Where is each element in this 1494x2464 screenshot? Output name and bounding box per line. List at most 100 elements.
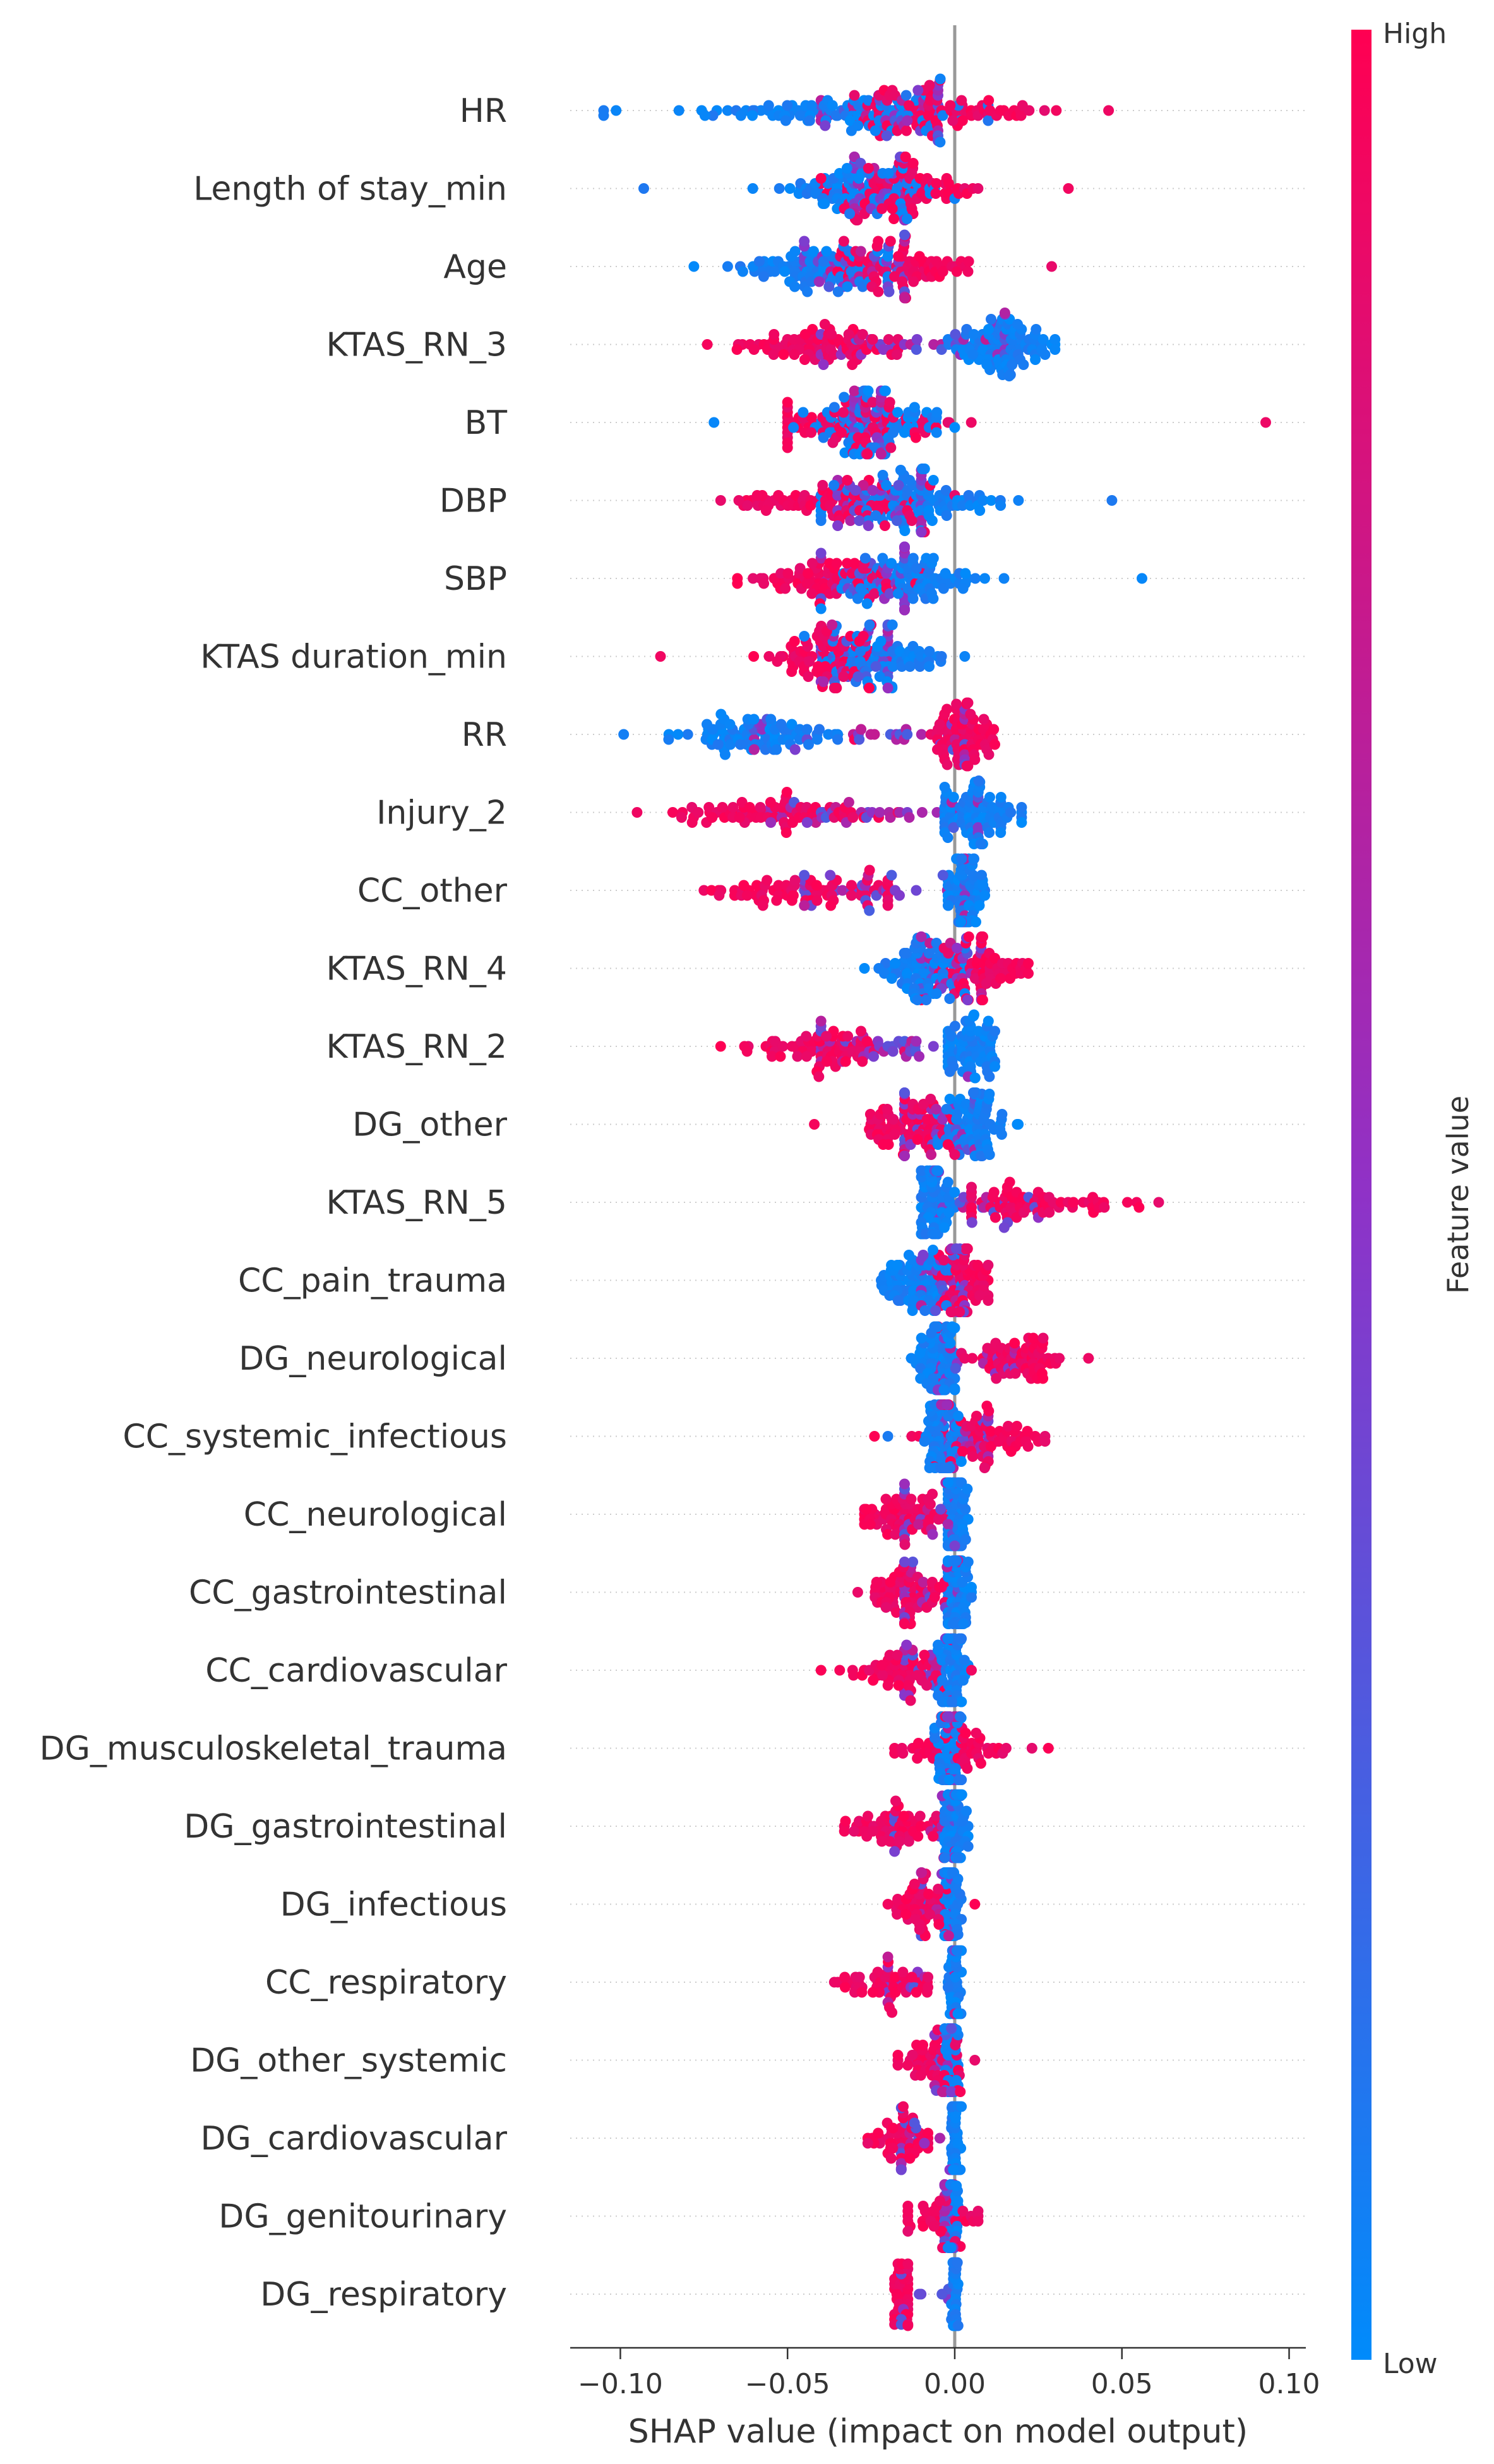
shap-point <box>852 1587 863 1598</box>
shap-point <box>839 392 850 403</box>
feature-label: KTAS_RN_2 <box>326 1028 507 1066</box>
shap-point <box>891 1607 902 1618</box>
feature-label: DG_cardiovascular <box>201 2120 508 2158</box>
shap-point <box>874 671 885 682</box>
shap-point <box>780 827 792 838</box>
shap-point <box>811 734 823 745</box>
shap-point <box>914 1810 926 1822</box>
shap-point <box>1011 1421 1022 1432</box>
shap-point <box>765 817 777 828</box>
feature-label: Length of stay_min <box>193 170 507 208</box>
shap-point <box>868 1051 879 1062</box>
shap-point <box>821 246 832 257</box>
shap-point <box>981 359 993 370</box>
shap-point <box>910 432 921 443</box>
shap-point <box>933 1139 943 1150</box>
shap-point <box>751 880 762 891</box>
shap-point <box>918 1099 929 1109</box>
shap-point <box>887 1046 899 1057</box>
shap-point <box>904 661 916 672</box>
shap-point <box>999 308 1010 318</box>
x-axis-label: SHAP value (impact on model output) <box>628 2413 1248 2451</box>
shap-point <box>882 1529 893 1540</box>
shap-point <box>962 697 974 709</box>
shap-point <box>879 968 890 979</box>
shap-point <box>899 1478 910 1490</box>
x-tick-label: −0.05 <box>745 2368 830 2400</box>
shap-point <box>849 90 860 101</box>
shap-point <box>1039 105 1050 116</box>
shap-point <box>719 749 731 760</box>
shap-point <box>839 1971 851 1983</box>
shap-point <box>885 442 897 453</box>
shap-point <box>852 215 863 225</box>
shap-point <box>834 1665 846 1676</box>
shap-point <box>904 812 915 823</box>
shap-point <box>890 1529 901 1540</box>
shap-point <box>760 505 772 516</box>
shap-point <box>827 619 838 630</box>
shap-point <box>826 329 837 340</box>
shap-point <box>871 1577 882 1588</box>
shap-point <box>928 2206 939 2216</box>
shap-point <box>837 885 848 896</box>
shap-point <box>827 437 839 448</box>
shap-point <box>807 324 818 335</box>
shap-point <box>655 651 666 662</box>
shap-point <box>724 719 736 730</box>
shap-point <box>902 2201 914 2211</box>
shap-point <box>886 973 897 984</box>
shap-point <box>767 1051 777 1062</box>
shap-point <box>864 905 875 916</box>
shap-point <box>974 505 986 516</box>
shap-point <box>715 495 726 506</box>
shap-point <box>845 515 856 526</box>
shap-point <box>744 802 755 813</box>
shap-point <box>899 948 910 959</box>
shap-point <box>950 1363 961 1374</box>
shap-point <box>806 100 817 111</box>
shap-point <box>799 354 810 365</box>
shap-point <box>777 1041 789 1052</box>
shap-point <box>876 1660 888 1671</box>
shap-point <box>934 719 945 730</box>
shap-point <box>924 80 935 91</box>
shap-point <box>889 271 900 282</box>
shap-point <box>960 1728 971 1738</box>
shap-point <box>840 1056 851 1067</box>
shap-point <box>778 349 789 360</box>
shap-point <box>948 2164 959 2175</box>
shap-point <box>780 583 791 594</box>
shap-point <box>943 900 954 911</box>
shap-point <box>873 2127 884 2139</box>
shap-point <box>769 266 780 277</box>
shap-point <box>882 900 893 911</box>
shap-point <box>938 1255 950 1265</box>
shap-point <box>949 1187 960 1198</box>
shap-point <box>725 739 736 750</box>
shap-point <box>799 631 810 642</box>
shap-point <box>1026 1743 1037 1754</box>
shap-point <box>946 2086 957 2097</box>
shap-point <box>916 1165 928 1176</box>
shap-point <box>952 1852 963 1863</box>
shap-point <box>842 1031 854 1042</box>
shap-point <box>983 1015 994 1027</box>
shap-point <box>969 754 981 765</box>
shap-point <box>880 1602 892 1613</box>
shap-point <box>838 236 849 247</box>
shap-point <box>945 2242 957 2253</box>
shap-point <box>948 792 959 803</box>
shap-point <box>854 1971 865 1983</box>
shap-point <box>875 636 887 647</box>
shap-point <box>832 734 844 745</box>
shap-point <box>902 213 912 224</box>
shap-point <box>916 1867 928 1878</box>
shap-point <box>861 1036 873 1047</box>
shap-point <box>858 631 869 642</box>
shap-point <box>823 281 835 292</box>
shap-point <box>1103 105 1115 116</box>
shap-point <box>931 1104 942 1115</box>
shap-point <box>885 236 896 247</box>
shap-point <box>803 568 814 579</box>
